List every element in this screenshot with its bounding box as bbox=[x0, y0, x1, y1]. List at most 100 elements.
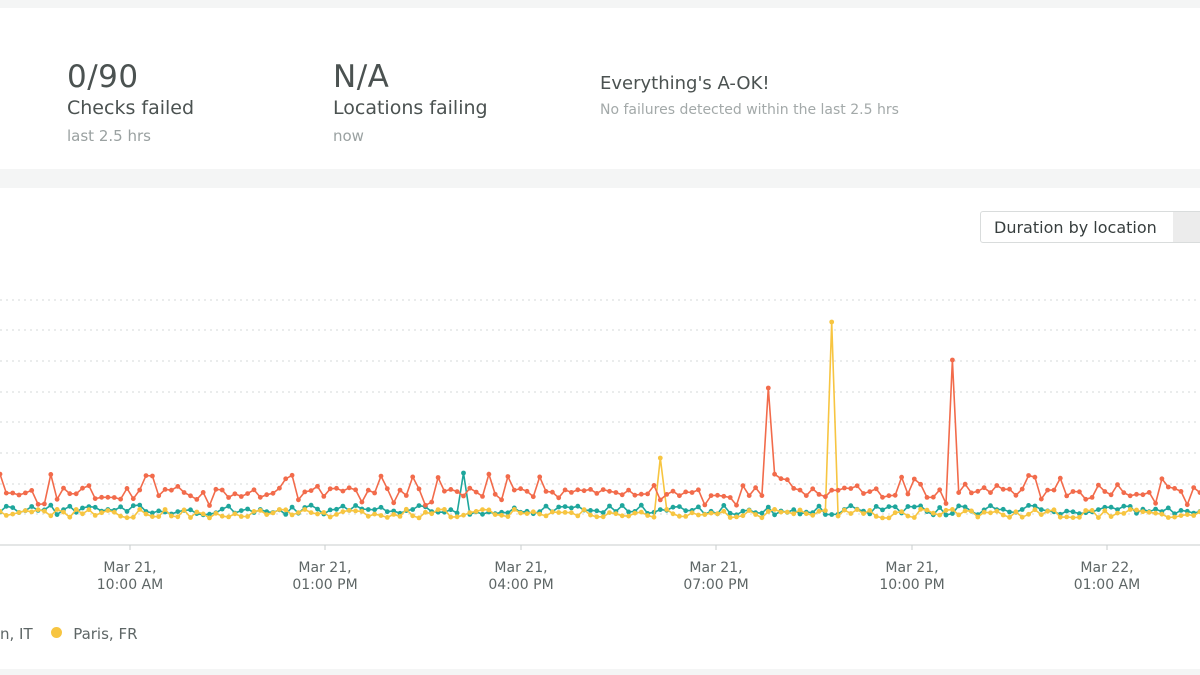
series-orange-point bbox=[1038, 496, 1044, 502]
series-yellow-point bbox=[467, 510, 473, 515]
series-teal-point bbox=[937, 505, 943, 510]
series-orange-point bbox=[442, 488, 447, 494]
series-yellow-point bbox=[346, 508, 352, 513]
series-orange-point bbox=[67, 491, 73, 497]
series-yellow-point bbox=[289, 512, 295, 518]
series-yellow-point bbox=[442, 507, 447, 512]
series-orange-point bbox=[194, 497, 200, 502]
series-teal-point bbox=[29, 504, 35, 509]
series-yellow-point bbox=[264, 512, 270, 517]
series-orange-point bbox=[384, 486, 390, 492]
series-orange-point bbox=[118, 496, 123, 502]
series-orange-point bbox=[499, 497, 504, 503]
series-yellow-point bbox=[143, 511, 149, 517]
series-yellow-point bbox=[569, 510, 574, 516]
series-orange-point bbox=[962, 481, 968, 487]
series-orange-point bbox=[1134, 491, 1139, 497]
series-yellow-point bbox=[511, 507, 517, 512]
series-yellow-point bbox=[727, 515, 733, 520]
series-yellow-point bbox=[3, 513, 9, 518]
series-yellow-point bbox=[1146, 509, 1152, 515]
series-yellow-point bbox=[1013, 509, 1019, 515]
series-yellow-point bbox=[16, 510, 22, 515]
series-orange-point bbox=[765, 385, 771, 391]
series-orange-point bbox=[562, 487, 568, 493]
series-orange-point bbox=[1045, 487, 1050, 493]
series-yellow-point bbox=[226, 514, 232, 520]
series-yellow-point bbox=[613, 511, 619, 517]
series-yellow-point bbox=[1051, 507, 1057, 513]
series-yellow-point bbox=[150, 514, 155, 519]
series-teal-point bbox=[677, 504, 682, 509]
series-yellow-point bbox=[1184, 512, 1190, 517]
series-teal-point bbox=[657, 507, 663, 512]
series-yellow-point bbox=[1121, 511, 1127, 516]
series-yellow-point bbox=[918, 506, 923, 512]
series-yellow-point bbox=[721, 508, 727, 514]
series-orange-point bbox=[486, 471, 492, 477]
series-yellow-point bbox=[73, 507, 79, 512]
series-orange-point bbox=[1146, 490, 1152, 495]
series-yellow-point bbox=[981, 509, 987, 515]
series-teal-point bbox=[759, 510, 765, 516]
series-orange-point bbox=[937, 487, 943, 493]
series-yellow-point bbox=[67, 514, 73, 520]
series-orange-point bbox=[169, 487, 174, 493]
series-yellow-point bbox=[556, 510, 562, 515]
series-teal-point bbox=[410, 507, 416, 512]
series-teal-point bbox=[1102, 504, 1108, 510]
x-tick-label: 01:00 AM bbox=[1074, 577, 1140, 590]
chart-metric-select[interactable]: Duration by location bbox=[980, 211, 1200, 243]
series-teal-point bbox=[988, 503, 993, 509]
series-orange-point bbox=[327, 486, 333, 492]
series-orange-point bbox=[886, 493, 892, 499]
x-tick-label: Mar 21, bbox=[885, 560, 938, 576]
series-orange-point bbox=[975, 488, 981, 494]
chart-series bbox=[0, 319, 1200, 521]
series-orange-point bbox=[626, 487, 631, 493]
chevron-down-icon[interactable] bbox=[1173, 212, 1200, 242]
series-yellow-point bbox=[200, 511, 206, 517]
checks-failed-period: last 2.5 hrs bbox=[67, 127, 151, 145]
series-yellow-point bbox=[454, 514, 460, 520]
series-orange-point bbox=[448, 487, 454, 492]
series-yellow-point bbox=[803, 511, 809, 517]
series-orange-point bbox=[111, 495, 117, 500]
series-orange-point bbox=[861, 491, 866, 496]
series-yellow-point bbox=[962, 508, 968, 514]
series-orange-point bbox=[1013, 492, 1019, 498]
series-orange-point bbox=[492, 491, 498, 497]
series-yellow-point bbox=[92, 513, 98, 518]
series-orange-point bbox=[518, 486, 523, 492]
series-orange-point bbox=[600, 487, 606, 492]
series-yellow-point bbox=[499, 512, 504, 518]
series-orange-point bbox=[410, 474, 416, 480]
series-orange-point bbox=[365, 487, 371, 493]
series-teal-point bbox=[505, 510, 511, 516]
series-orange-point bbox=[391, 500, 397, 506]
series-orange-point bbox=[238, 494, 244, 499]
series-orange-point bbox=[1057, 475, 1063, 481]
checks-failed-value: 0/90 bbox=[67, 59, 139, 95]
series-yellow-point bbox=[1007, 514, 1012, 520]
series-orange-point bbox=[150, 473, 155, 479]
series-yellow-point bbox=[270, 510, 276, 516]
series-orange-point bbox=[1191, 485, 1197, 490]
x-tick-label: Mar 21, bbox=[298, 560, 351, 576]
series-teal-point bbox=[619, 503, 625, 508]
series-teal-point bbox=[683, 508, 689, 514]
series-teal-point bbox=[588, 508, 593, 513]
series-yellow-line bbox=[0, 321, 1200, 519]
series-yellow-point bbox=[632, 510, 638, 516]
series-orange-point bbox=[359, 499, 365, 505]
series-yellow-point bbox=[213, 510, 219, 516]
series-yellow-point bbox=[461, 512, 466, 518]
series-yellow-point bbox=[340, 509, 346, 515]
series-orange-point bbox=[1064, 493, 1070, 499]
series-teal-point bbox=[848, 503, 854, 509]
series-teal-point bbox=[670, 504, 676, 510]
legend-item-partial[interactable]: n, IT bbox=[0, 625, 33, 643]
series-orange-point bbox=[1051, 487, 1057, 493]
legend-item-paris[interactable]: Paris, FR bbox=[51, 625, 138, 643]
series-yellow-point bbox=[530, 509, 536, 515]
